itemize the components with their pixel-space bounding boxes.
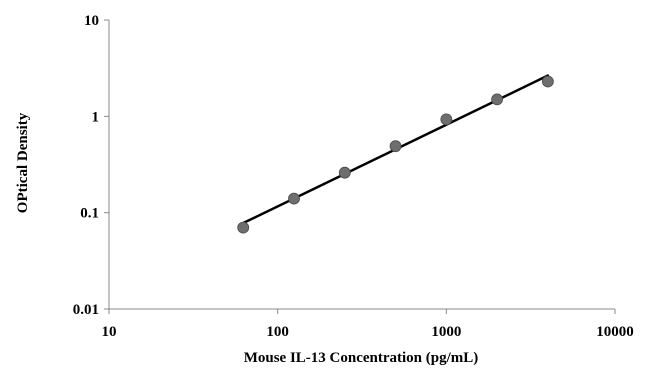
data-point <box>440 113 453 126</box>
y-tick-label: 0.01 <box>73 302 99 318</box>
y-tick-label: 1 <box>92 109 100 125</box>
y-ticks: 0.01 0.1 1 10 <box>73 13 109 318</box>
x-tick-label: 10000 <box>596 324 634 340</box>
y-tick-label: 0.1 <box>80 206 99 222</box>
y-axis-label: OPtical Density <box>15 112 31 213</box>
x-ticks: 10 100 1000 10000 <box>102 309 634 340</box>
data-point <box>491 93 504 106</box>
y-tick-label: 10 <box>84 13 99 29</box>
data-point <box>338 166 351 179</box>
data-point <box>288 192 300 205</box>
x-tick-label: 1000 <box>431 324 461 340</box>
data-point <box>389 140 402 153</box>
data-points <box>237 75 554 234</box>
x-axis-label: Mouse IL-13 Concentration (pg/mL) <box>244 350 479 366</box>
data-point <box>541 75 554 88</box>
plot-area: 0.01 0.1 1 10 10 100 1000 10000 <box>73 13 634 340</box>
data-point <box>237 221 250 234</box>
x-tick-label: 100 <box>266 324 289 340</box>
x-tick-label: 10 <box>102 324 117 340</box>
